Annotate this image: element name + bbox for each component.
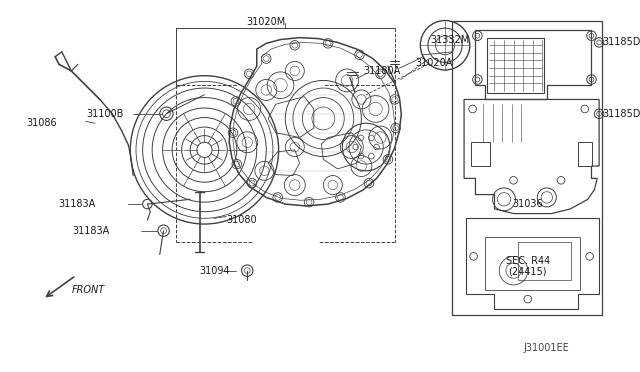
- Text: 31185D: 31185D: [602, 38, 640, 47]
- Text: 31086: 31086: [26, 118, 57, 128]
- Text: FRONT: FRONT: [71, 285, 104, 295]
- Text: 31094: 31094: [200, 266, 230, 276]
- Bar: [452, 20, 602, 315]
- Text: 31185D: 31185D: [602, 109, 640, 119]
- Bar: [471, 142, 490, 166]
- Text: 31020M: 31020M: [246, 17, 286, 28]
- Bar: [578, 142, 593, 166]
- Text: 31183A: 31183A: [58, 199, 95, 209]
- Text: 31036: 31036: [513, 199, 543, 209]
- Text: 31332M: 31332M: [430, 35, 469, 45]
- Text: 31183A: 31183A: [72, 226, 109, 236]
- Text: 31080: 31080: [227, 215, 257, 225]
- Bar: [487, 38, 544, 93]
- Bar: [518, 242, 571, 280]
- Text: 31180A: 31180A: [364, 66, 401, 76]
- Bar: [485, 237, 580, 290]
- Text: 31020A: 31020A: [415, 58, 453, 68]
- Text: SEC. R44: SEC. R44: [506, 256, 550, 266]
- Text: 31100B: 31100B: [86, 109, 124, 119]
- Text: (24415): (24415): [509, 267, 547, 277]
- Text: J31001EE: J31001EE: [524, 343, 570, 353]
